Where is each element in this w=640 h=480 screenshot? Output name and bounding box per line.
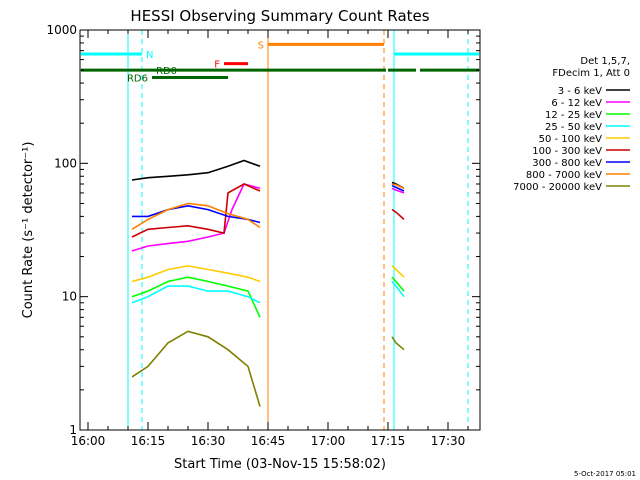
legend-label: 100 - 300 keV [532,146,602,157]
y-tick-label: 10 [62,290,77,304]
flag-bars: N F S RD0 RD6 [81,40,479,85]
series-line-2 [391,276,405,292]
series-line-8 [131,330,261,407]
x-axis-label: Start Time (03-Nov-15 15:58:02) [174,457,386,472]
y-axis-label: Count Rate (s⁻¹ detector⁻¹) [21,142,36,319]
legend-label: 3 - 6 keV [558,86,602,97]
x-tick-label: 17:15 [371,434,406,448]
y-tick-label: 1000 [46,23,77,37]
axes: 16:00 16:15 16:30 16:45 17:00 17:15 17:30 1 10 10… [46,23,480,448]
series-lines [131,159,405,407]
legend-header-line: Det 1,5,7, [580,56,630,67]
series-line-0 [131,159,261,181]
flag-label-n: N [146,50,153,61]
x-tick-label: 17:00 [311,434,346,448]
flag-label-rd6: RD6 [127,74,148,85]
x-tick-label: 16:45 [251,434,286,448]
y-tick-label: 100 [54,156,77,170]
chart-title: HESSI Observing Summary Count Rates [130,7,429,25]
x-tick-label: 16:15 [131,434,166,448]
plot-frame [79,29,481,431]
series-line-5 [131,183,261,238]
legend-label: 7000 - 20000 keV [513,182,602,193]
series-line-5 [391,208,405,220]
series-line-1 [131,183,261,252]
flag-label-f: F [214,60,220,71]
footer-timestamp: 5-Oct-2017 05:01 [574,470,636,478]
x-tick-label: 16:30 [191,434,226,448]
legend-label: 50 - 100 keV [539,134,603,145]
series-line-2 [131,276,261,318]
series-line-6 [391,184,405,192]
series-line-7 [391,183,405,190]
series-line-8 [391,336,405,351]
flag-label-s: S [258,40,264,51]
y-tick-label: 1 [69,423,77,437]
series-line-3 [131,285,261,304]
series-line-7 [131,202,261,230]
legend-label: 300 - 800 keV [532,158,602,169]
vertical-marker-lines [127,30,469,430]
flag-label-rd0: RD0 [156,66,177,77]
legend-label: 800 - 7000 keV [526,170,602,181]
legend-header-line: FDecim 1, Att 0 [552,68,630,79]
x-tick-label: 16:00 [71,434,106,448]
x-tick-label: 17:30 [431,434,466,448]
legend-label: 25 - 50 keV [545,122,602,133]
legend-label: 6 - 12 keV [551,98,602,109]
series-line-1 [391,187,405,194]
series-line-3 [391,280,405,298]
series-line-4 [391,265,405,278]
series-line-4 [131,265,261,283]
legend-label: 12 - 25 keV [545,110,602,121]
